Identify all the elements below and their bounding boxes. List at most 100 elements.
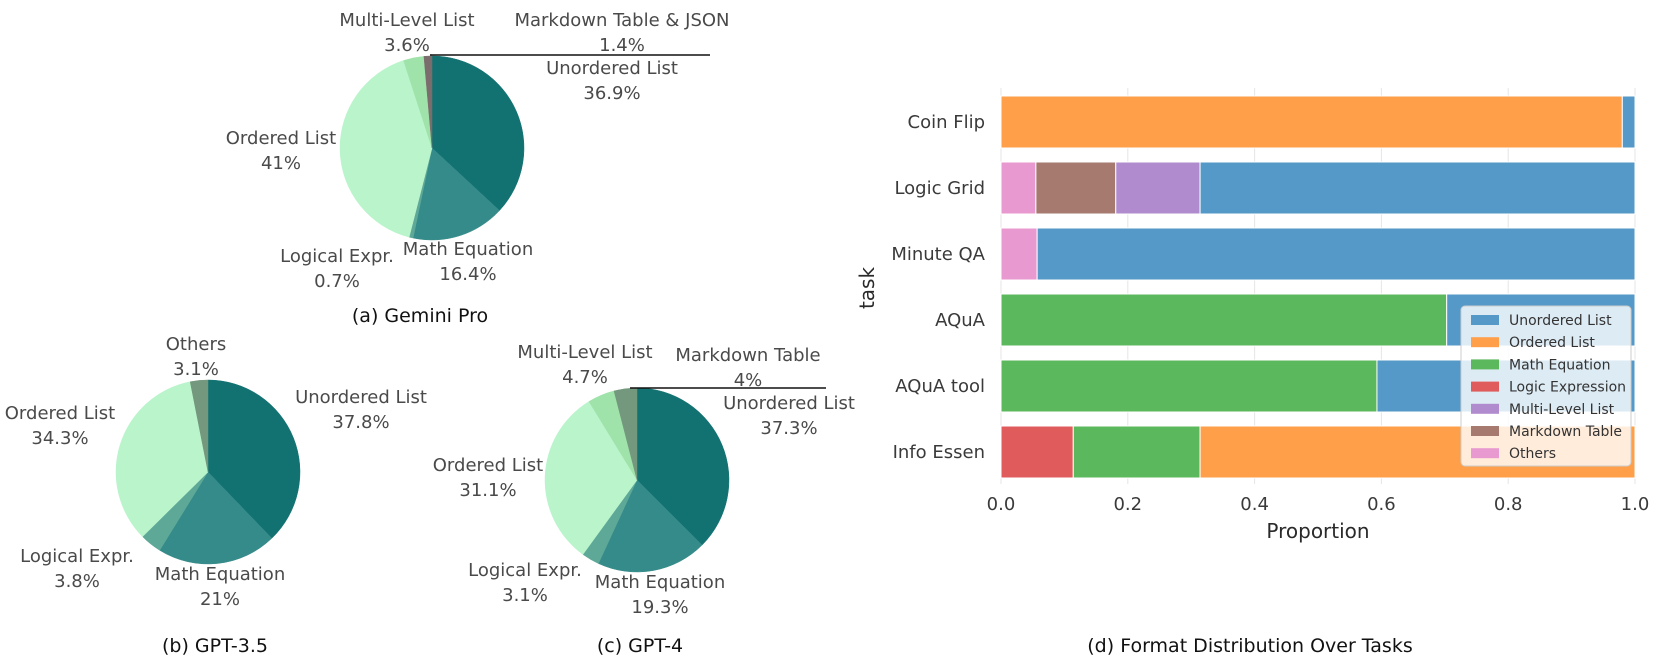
bar-gridlines xyxy=(1000,88,1636,484)
legend-label: Ordered List xyxy=(1509,335,1595,351)
x-tick-label: 1.0 xyxy=(1621,494,1650,515)
slice-label: Unordered List xyxy=(723,393,855,414)
pie-slice-math-equation xyxy=(598,479,703,573)
bar-segment-info-essen-logic-expression xyxy=(1000,425,1074,479)
slice-label: Multi-Level List xyxy=(517,342,652,363)
legend-swatch-unordered-list xyxy=(1471,315,1499,325)
pie-slice-others xyxy=(189,379,209,473)
bar-segment-minute-qa-unordered-list xyxy=(1036,227,1636,281)
caption-format-distribution: (d) Format Distribution Over Tasks xyxy=(1087,635,1412,657)
category-label: Minute QA xyxy=(891,244,985,265)
slice-label: Logical Expr. xyxy=(280,246,394,267)
slice-label: Math Equation xyxy=(595,572,725,593)
slice-percent: 1.4% xyxy=(599,35,645,56)
stacked-bar-chart-tasks: Coin Flip Logic Grid Minute QA AQuA AQuA too… xyxy=(855,88,1649,543)
y-axis-title: task xyxy=(855,267,879,310)
bar-segment-logic-grid-multi-level-list xyxy=(1115,161,1201,215)
slice-percent: 3.6% xyxy=(384,35,430,56)
pie-slice-markdown-table-json xyxy=(423,55,433,149)
category-label: AQuA xyxy=(935,310,986,331)
bar-segment-logic-grid-others xyxy=(1000,161,1037,215)
caption-gemini-pro: (a) Gemini Pro xyxy=(352,305,488,327)
pie-slice-ordered-list xyxy=(544,401,638,555)
bar-segment-logic-grid-markdown-table xyxy=(1035,161,1117,215)
x-tick-label: 0.4 xyxy=(1240,494,1269,515)
pie-slice-unordered-list xyxy=(207,379,301,539)
slice-percent: 19.3% xyxy=(631,597,688,618)
legend-box xyxy=(1460,305,1632,467)
legend-label: Multi-Level List xyxy=(1509,402,1615,418)
pie-slice-unordered-list xyxy=(431,55,525,211)
category-label: Coin Flip xyxy=(908,112,986,133)
slice-percent: 4.7% xyxy=(562,367,608,388)
bar-segment-minute-qa-others xyxy=(1000,227,1038,281)
legend-label: Logic Expression xyxy=(1509,380,1626,396)
bar-category-labels: Coin Flip Logic Grid Minute QA AQuA AQuA too… xyxy=(891,112,985,463)
pie-slice-ordered-list xyxy=(115,381,209,537)
pie-slice-unordered-list xyxy=(636,387,730,546)
slice-label: Logical Expr. xyxy=(468,560,582,581)
x-axis-title: Proportion xyxy=(1266,519,1369,543)
legend-label: Math Equation xyxy=(1509,357,1610,373)
slice-percent: 21% xyxy=(200,589,240,610)
slice-percent: 41% xyxy=(261,153,301,174)
category-label: Info Essen xyxy=(893,442,985,463)
legend-label: Unordered List xyxy=(1509,313,1612,329)
legend-swatch-ordered-list xyxy=(1471,337,1499,348)
bar-segment-coin-flip-ordered-list xyxy=(1000,95,1623,149)
bar-x-tick-labels: 0.0 0.2 0.4 0.6 0.8 1.0 xyxy=(987,494,1650,515)
pie-slice-math-equation xyxy=(159,471,273,565)
pie-chart-gemini-pro: Unordered List 36.9% Math Equation 16.4% Log… xyxy=(226,10,730,292)
legend-swatch-math-equation xyxy=(1471,359,1499,370)
slice-label: Logical Expr. xyxy=(20,546,134,567)
caption-gpt-3-5: (b) GPT-3.5 xyxy=(162,635,268,657)
bar-segment-aqua-math-equation xyxy=(1000,293,1448,347)
bar-segment-logic-grid-unordered-list xyxy=(1199,161,1636,215)
slice-percent: 3.1% xyxy=(173,359,219,380)
slice-percent: 3.8% xyxy=(54,571,100,592)
slice-percent: 34.3% xyxy=(31,428,88,449)
slice-percent: 37.8% xyxy=(332,412,389,433)
slice-label: Others xyxy=(166,334,227,355)
category-label: Logic Grid xyxy=(894,178,985,199)
bar-segment-aqua-tool-math-equation xyxy=(1000,359,1378,413)
caption-gpt-4: (c) GPT-4 xyxy=(597,635,683,657)
slice-percent: 3.1% xyxy=(502,585,548,606)
bar-legend: Unordered List Ordered List Math Equation L… xyxy=(1460,305,1632,467)
slice-label: Unordered List xyxy=(546,58,678,79)
legend-label: Markdown Table xyxy=(1509,424,1622,440)
slice-percent: 31.1% xyxy=(459,480,516,501)
category-label: AQuA tool xyxy=(895,376,985,397)
bar-segment-info-essen-math-equation xyxy=(1072,425,1201,479)
slice-label: Ordered List xyxy=(433,455,543,476)
slice-percent: 16.4% xyxy=(439,264,496,285)
slice-percent: 0.7% xyxy=(314,271,360,292)
x-tick-label: 0.6 xyxy=(1367,494,1396,515)
bar-segment-coin-flip-unordered-list xyxy=(1621,95,1636,149)
x-tick-label: 0.0 xyxy=(987,494,1016,515)
legend-swatch-markdown-table xyxy=(1471,426,1499,436)
slice-label: Unordered List xyxy=(295,387,427,408)
slice-label: Markdown Table xyxy=(675,345,820,366)
legend-label: Others xyxy=(1509,446,1556,462)
pie-slice-ordered-list xyxy=(339,60,433,238)
pie-chart-gpt-3-5: Unordered List 37.8% Math Equation 21% Logic… xyxy=(5,334,427,610)
pie-slice-math-equation xyxy=(412,147,500,241)
legend-swatch-others xyxy=(1471,448,1499,459)
x-tick-label: 0.2 xyxy=(1113,494,1142,515)
slice-label: Ordered List xyxy=(5,403,115,424)
slice-label: Ordered List xyxy=(226,128,336,149)
slice-percent: 36.9% xyxy=(583,83,640,104)
slice-label: Math Equation xyxy=(403,239,533,260)
legend-swatch-logic-expression xyxy=(1471,381,1499,392)
legend-swatch-multi-level-list xyxy=(1471,403,1499,414)
slice-percent: 37.3% xyxy=(760,418,817,439)
slice-label: Math Equation xyxy=(155,564,285,585)
pie-chart-gpt-4: Unordered List 37.3% Math Equation 19.3% Log… xyxy=(433,342,855,618)
slice-label: Markdown Table & JSON xyxy=(514,10,729,31)
slice-label: Multi-Level List xyxy=(339,10,474,31)
slice-percent: 4% xyxy=(734,370,763,391)
x-tick-label: 0.8 xyxy=(1494,494,1523,515)
